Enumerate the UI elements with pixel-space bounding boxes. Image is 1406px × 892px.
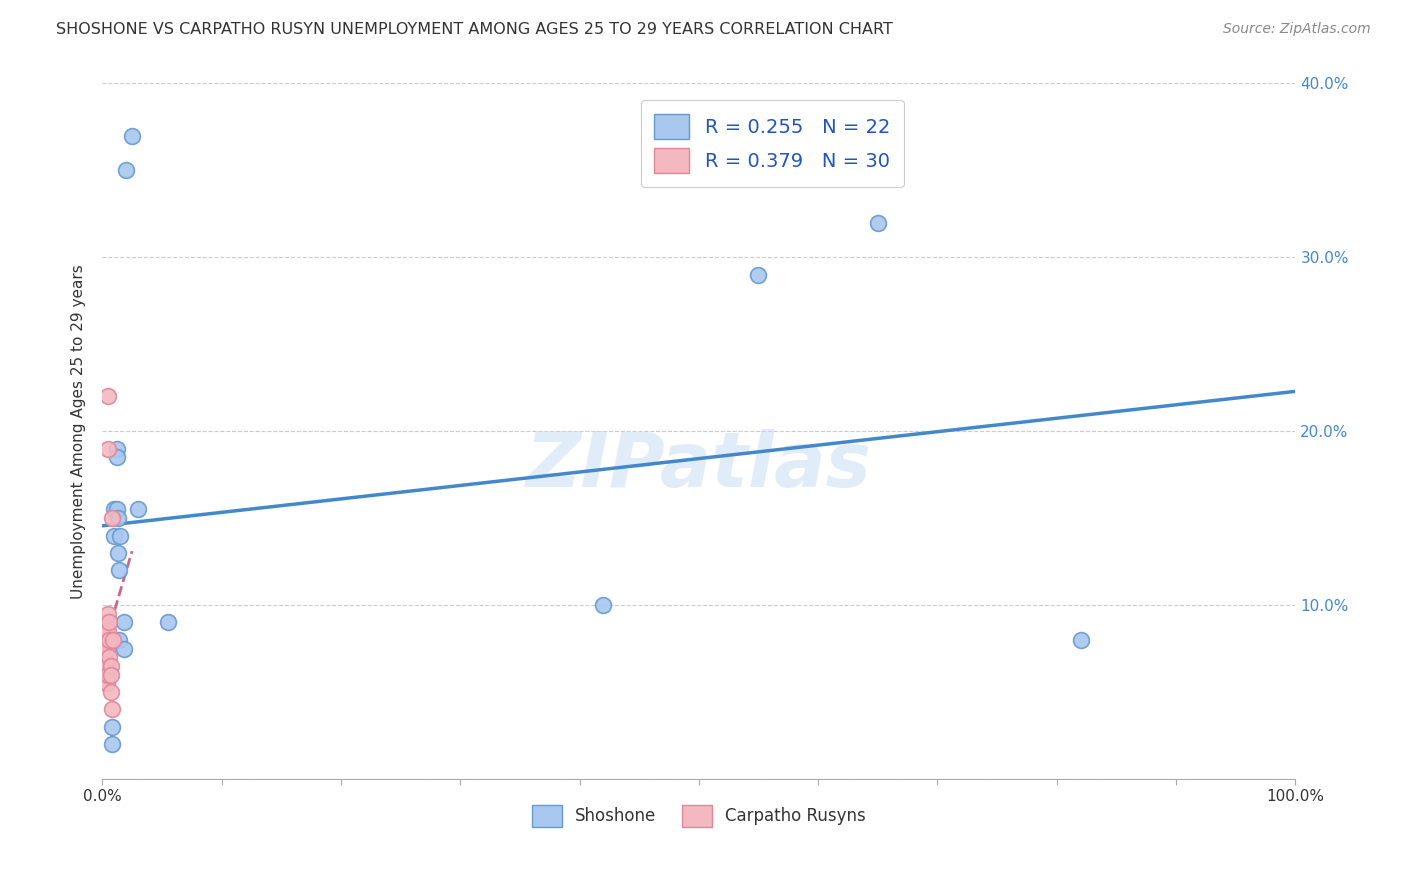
Point [592,598,614,612]
Y-axis label: Unemployment Among Ages 25 to 29 years: Unemployment Among Ages 25 to 29 years [72,264,86,599]
Point [866,215,889,229]
Legend: Shoshone, Carpatho Rusyns: Shoshone, Carpatho Rusyns [526,798,872,833]
Point [94,615,117,630]
Point [108,528,131,542]
Point [101,632,124,647]
Text: Source: ZipAtlas.com: Source: ZipAtlas.com [1223,22,1371,37]
Point [96,659,118,673]
Point [96,624,118,639]
Point [97,667,120,681]
Point [94,676,117,690]
Point [100,720,122,734]
Point [112,641,135,656]
Point [1070,632,1092,647]
Point [105,502,128,516]
Point [100,667,122,681]
Point [97,442,120,456]
Point [105,442,128,456]
Point [93,615,115,630]
Point [97,607,120,621]
Point [103,502,125,516]
Point [96,676,118,690]
Point [100,737,122,751]
Point [100,511,122,525]
Point [115,163,138,178]
Point [107,546,129,560]
Text: ZIPatlas: ZIPatlas [526,429,872,503]
Point [98,650,121,665]
Point [98,615,121,630]
Point [112,615,135,630]
Point [96,641,118,656]
Point [121,128,143,143]
Point [93,667,115,681]
Point [94,641,117,656]
Text: SHOSHONE VS CARPATHO RUSYN UNEMPLOYMENT AMONG AGES 25 TO 29 YEARS CORRELATION CH: SHOSHONE VS CARPATHO RUSYN UNEMPLOYMENT … [56,22,893,37]
Point [98,632,121,647]
Point [97,389,120,403]
Point [94,659,117,673]
Point [100,702,122,716]
Point [103,528,125,542]
Point [93,632,115,647]
Point [156,615,179,630]
Point [107,511,129,525]
Point [100,659,122,673]
Point [105,450,128,465]
Point [94,624,117,639]
Point [108,563,131,577]
Point [108,632,131,647]
Point [747,268,769,282]
Point [93,659,115,673]
Point [93,650,115,665]
Point [100,685,122,699]
Point [93,659,115,673]
Point [97,624,120,639]
Point [93,650,115,665]
Point [127,502,149,516]
